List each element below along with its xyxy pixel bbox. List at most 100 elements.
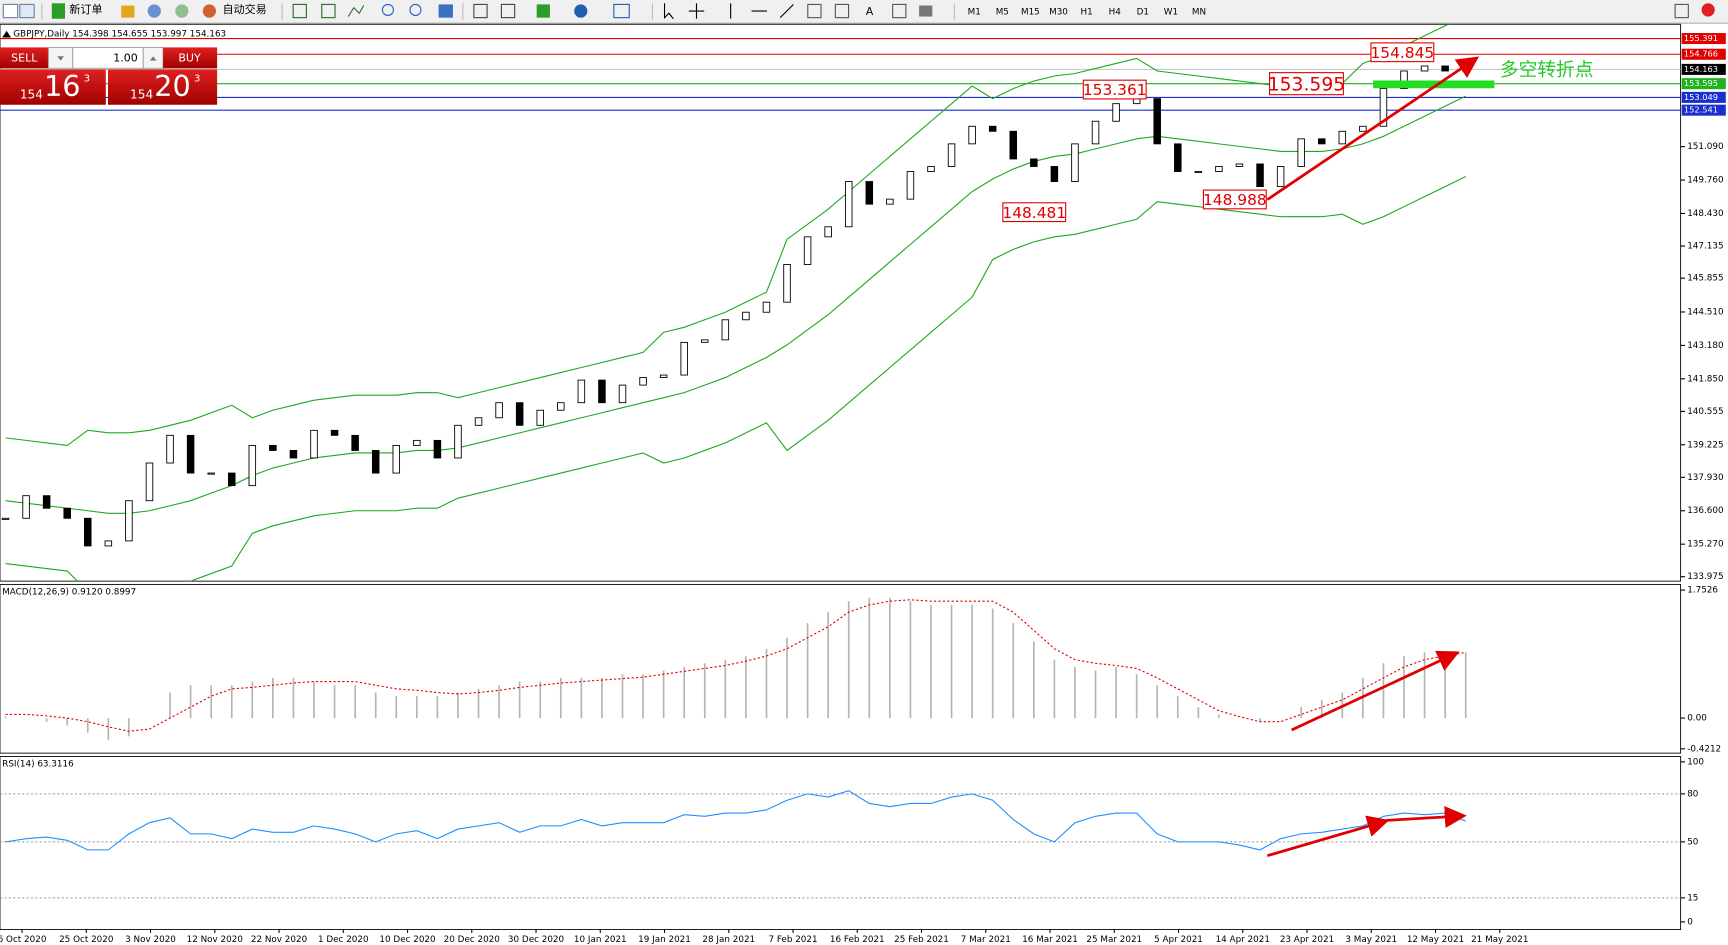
candle (659, 374, 668, 379)
price-annotation-box (1002, 202, 1067, 223)
icon-cursor[interactable] (663, 3, 674, 20)
candle (1276, 166, 1285, 188)
icon-arrows[interactable] (919, 5, 933, 17)
x-tick-label: 1 Dec 2020 (318, 935, 369, 945)
icon-indicators[interactable] (536, 4, 550, 18)
lot-up-arrow (149, 56, 157, 61)
auto-trading-button[interactable]: 自动交易 (223, 2, 267, 16)
timeframe-bar: M1 M5 M15 M30 H1 H4 D1 W1 MN (968, 8, 1206, 18)
y-tick-label: 139.225 (1687, 440, 1723, 450)
rsi-line (5, 790, 1466, 851)
price-level-label: 153.049 (1684, 92, 1718, 102)
timeframe-button[interactable]: H1 (1081, 8, 1093, 18)
notification-badge[interactable] (1701, 3, 1715, 17)
buy-button[interactable] (163, 47, 218, 69)
icon-candles[interactable] (321, 3, 336, 19)
turning-point-bar (1373, 80, 1495, 89)
icon-auto-trading[interactable] (202, 4, 216, 18)
icon-periods[interactable] (574, 4, 588, 18)
x-tick-label: 25 Oct 2020 (59, 935, 114, 945)
timeframe-button[interactable]: M1 (968, 8, 981, 18)
sell-button[interactable] (0, 47, 49, 69)
icon-text[interactable]: A (866, 5, 874, 18)
candle (22, 495, 30, 519)
x-tick-label: 28 Jan 2021 (702, 935, 755, 945)
candle (988, 125, 997, 132)
y-tick-label: 147.135 (1687, 242, 1723, 252)
price-level-label: 154.163 (1684, 64, 1718, 74)
price-annotation: 148.988 (1203, 191, 1267, 209)
chart-title: GBPJPY,Daily 154.398 154.655 153.997 154… (13, 30, 226, 40)
icon-zoom-out[interactable] (409, 3, 422, 16)
trend-arrow (1266, 56, 1480, 201)
price-level-label: 152.541 (1684, 105, 1718, 115)
icon-tile[interactable] (438, 4, 453, 18)
timeframe-button[interactable]: H4 (1109, 8, 1122, 18)
candle (1379, 88, 1388, 127)
icon-fibo[interactable] (834, 3, 850, 19)
timeframe-button[interactable]: D1 (1137, 8, 1149, 18)
x-tick-label: 22 Nov 2020 (251, 935, 308, 945)
rsi-chart (0, 790, 1681, 899)
buy-label[interactable]: BUY (178, 51, 201, 64)
icon-trendline[interactable] (779, 4, 794, 19)
candle (433, 439, 442, 459)
icon-zoom-in[interactable] (381, 3, 394, 16)
candle (639, 377, 647, 386)
sell-price-box[interactable] (0, 69, 106, 105)
icon-profiles[interactable] (2, 3, 19, 19)
timeframe-button[interactable]: W1 (1164, 8, 1178, 18)
candle (742, 311, 750, 321)
candle (474, 417, 483, 426)
icon-navigator[interactable] (147, 4, 161, 18)
y-tick-label: 136.600 (1687, 506, 1724, 516)
icon-label[interactable] (892, 3, 907, 19)
icon-search[interactable] (1674, 3, 1689, 19)
icon-autoscroll[interactable] (473, 3, 488, 19)
candle (865, 181, 874, 205)
icon-line[interactable] (347, 5, 365, 17)
lot-value[interactable]: 1.00 (113, 51, 138, 64)
candle (1009, 130, 1018, 160)
x-tick-label: 7 Feb 2021 (768, 935, 817, 945)
y-tick-label: 80 (1687, 789, 1699, 799)
candle (413, 439, 421, 446)
candle (310, 429, 318, 459)
price-annotation-box (1082, 79, 1147, 100)
candle (1, 517, 10, 520)
candle (824, 226, 832, 238)
icon-bars[interactable] (292, 3, 307, 19)
timeframe-button[interactable]: M5 (996, 8, 1009, 18)
candle (371, 449, 380, 474)
candle (1174, 143, 1182, 172)
icon-channel[interactable] (807, 3, 822, 19)
macd-signal (5, 599, 1466, 732)
timeframe-button[interactable]: M30 (1049, 8, 1068, 18)
icon-new-order[interactable] (51, 3, 66, 19)
price-level-tag (1681, 33, 1726, 45)
icon-charts[interactable] (19, 3, 35, 19)
candle (577, 379, 586, 404)
buy-price-box[interactable] (108, 69, 218, 105)
sell-label[interactable]: SELL (11, 51, 38, 64)
icon-metaeditor[interactable] (121, 5, 135, 18)
candle (598, 379, 606, 404)
x-tick-label: 10 Dec 2020 (379, 935, 436, 945)
icon-templates[interactable] (613, 3, 630, 19)
macd-arrow (1291, 650, 1460, 732)
timeframe-button[interactable]: MN (1192, 8, 1206, 18)
y-tick-label: 141.850 (1687, 374, 1724, 384)
buy-price-small: 154 (130, 87, 153, 101)
new-order-button[interactable]: 新订单 (69, 2, 102, 16)
timeframe-button[interactable]: M15 (1021, 8, 1040, 18)
candle (1441, 65, 1449, 72)
y-tick-label: 15 (1687, 893, 1698, 903)
lot-down-arrow (57, 56, 64, 61)
icon-crosshair[interactable] (688, 3, 705, 19)
y-tick-label: 1.7526 (1687, 586, 1718, 596)
candle (803, 236, 812, 265)
icon-shift[interactable] (500, 3, 516, 19)
candle (947, 143, 956, 167)
candle (536, 409, 544, 426)
icon-signals[interactable] (175, 4, 189, 18)
